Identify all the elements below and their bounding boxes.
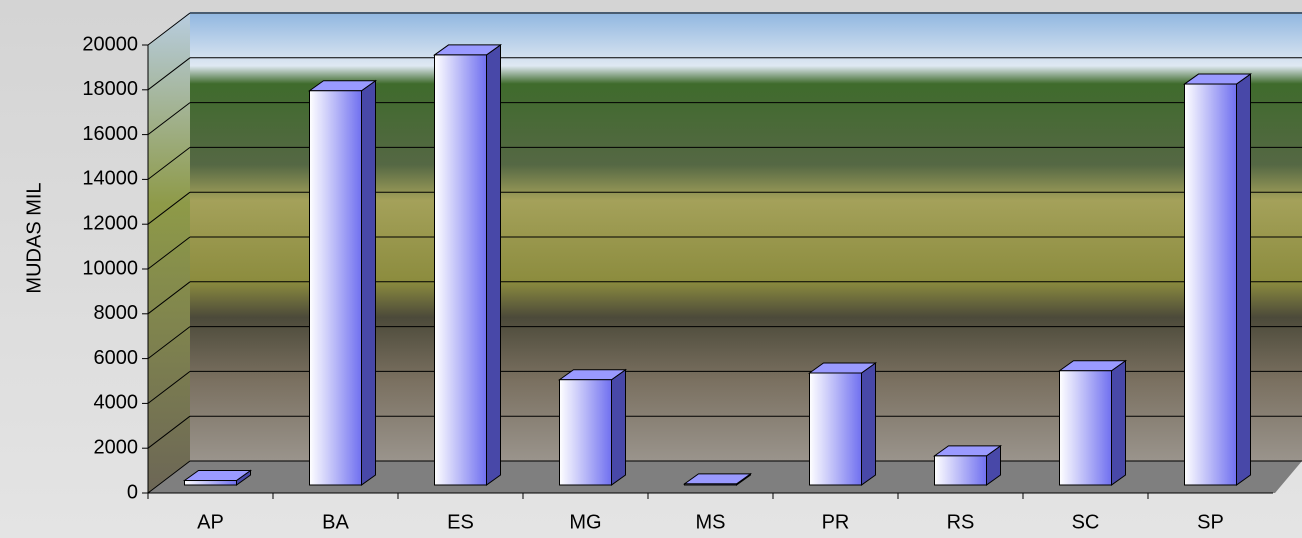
x-tick-label: ES <box>447 511 474 533</box>
grid-line <box>147 415 191 449</box>
x-tick-label: SC <box>1072 511 1100 533</box>
y-tick-label: 6000 <box>94 347 139 369</box>
bar <box>559 379 612 486</box>
bar <box>434 54 487 486</box>
grid-line <box>147 191 191 225</box>
x-tick-label: SP <box>1197 511 1224 533</box>
bar-side <box>1111 359 1126 486</box>
bar <box>309 90 362 486</box>
grid-line <box>147 147 191 180</box>
y-tick-label: 8000 <box>94 302 139 324</box>
bar <box>809 372 862 486</box>
grid-line <box>147 57 191 91</box>
y-tick-label: 2000 <box>94 436 139 458</box>
grid-line <box>147 236 191 270</box>
y-tick-label: 18000 <box>82 78 138 100</box>
bar-side <box>361 79 376 486</box>
grid-line <box>147 281 191 315</box>
bar-side <box>611 368 626 486</box>
bar <box>184 480 237 486</box>
bar <box>934 455 987 486</box>
x-tick-label: MG <box>569 511 601 533</box>
x-tick-label: BA <box>322 511 349 533</box>
x-tick-label: MS <box>696 511 726 533</box>
y-tick-label: 0 <box>127 481 138 503</box>
grid-line <box>147 460 191 494</box>
bar-side <box>486 43 501 486</box>
y-tick-label: 10000 <box>82 257 138 279</box>
grid-line <box>147 12 191 46</box>
bar-side <box>1236 73 1251 486</box>
y-tick-label: 4000 <box>94 392 139 414</box>
y-tick-label: 14000 <box>82 168 138 190</box>
grid-line <box>147 371 191 404</box>
x-tick-label: PR <box>822 511 850 533</box>
bar-side <box>861 362 876 486</box>
bar <box>1184 83 1237 486</box>
x-tick-label: RS <box>947 511 975 533</box>
bar <box>684 483 737 486</box>
y-tick-label: 12000 <box>82 212 138 234</box>
x-tick-label: AP <box>197 511 224 533</box>
y-tick-label: 20000 <box>82 33 138 55</box>
grid-line <box>147 102 191 135</box>
bar <box>1059 370 1112 486</box>
y-tick-label: 16000 <box>82 123 138 145</box>
grid-line <box>147 326 191 359</box>
y-axis-label: MUDAS MIL <box>23 182 45 293</box>
